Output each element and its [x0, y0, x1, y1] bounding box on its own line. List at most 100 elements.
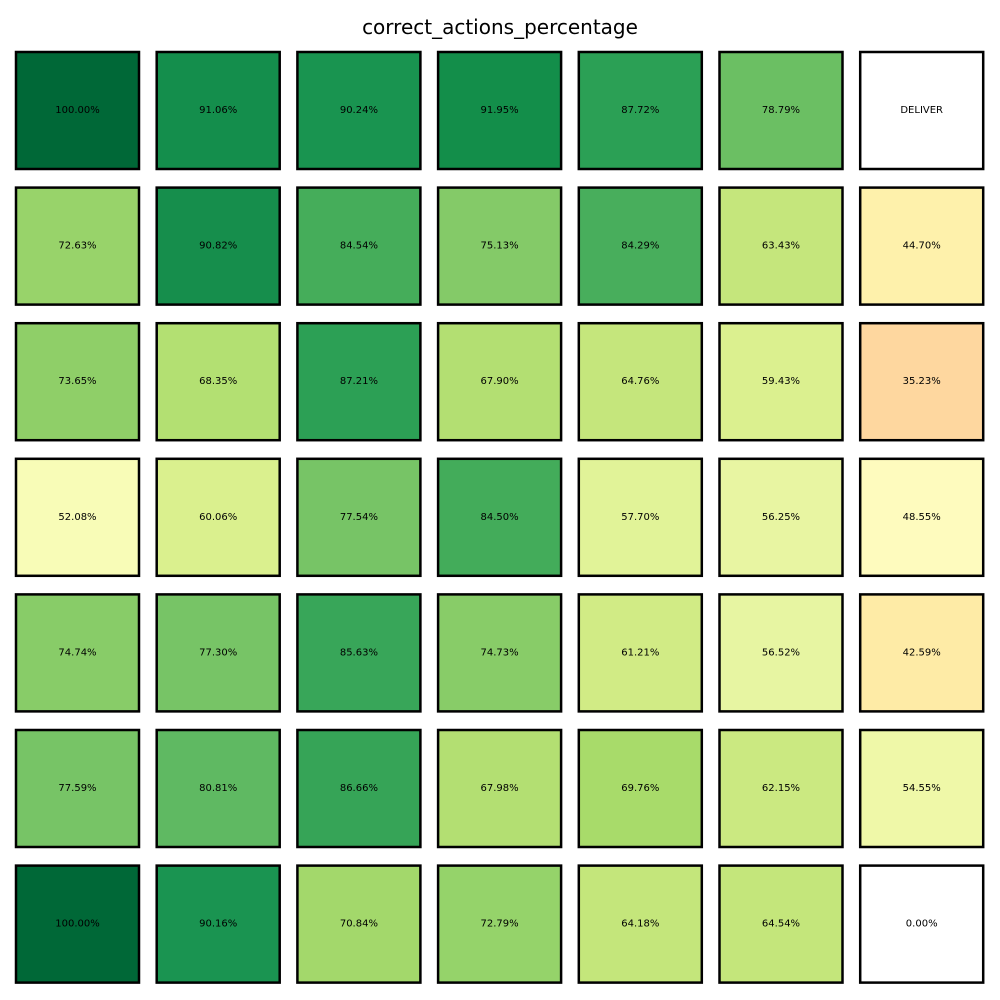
heatmap-cell-r6-c0: 100.00% [14, 864, 141, 984]
heatmap-cell-r0-c6: DELIVER [858, 50, 985, 171]
heatmap-cell-rect [718, 50, 844, 171]
heatmap-cell-label: 73.65% [58, 376, 96, 387]
heatmap-cell-rect [155, 50, 281, 171]
heatmap-cell-rect [577, 186, 704, 306]
heatmap-cell-rect [14, 50, 141, 171]
heatmap-cell-rect [296, 593, 422, 713]
heatmap-cell-label: 90.16% [199, 919, 237, 930]
heatmap-cell-label: 100.00% [55, 919, 100, 930]
heatmap-cell-label: 67.98% [481, 783, 519, 794]
heatmap-cell-rect [296, 321, 422, 442]
heatmap-cell-r1-c4: 84.29% [577, 186, 704, 306]
heatmap-cell-rect [296, 864, 422, 984]
heatmap-cell-r6-c6: 0.00% [858, 864, 985, 984]
heatmap-cell-rect [436, 321, 563, 442]
heatmap-cell-rect [14, 728, 141, 849]
heatmap-cell-r2-c0: 73.65% [14, 321, 141, 442]
heatmap-cell-label: 90.24% [340, 105, 378, 116]
heatmap-cell-r2-c3: 67.90% [436, 321, 563, 442]
heatmap-cell-label: 85.63% [340, 647, 378, 658]
heatmap-cell-rect [296, 457, 422, 578]
heatmap-cell-r2-c5: 59.43% [718, 321, 844, 442]
heatmap-cell-rect [577, 864, 704, 984]
heatmap-cell-label: 54.55% [903, 783, 941, 794]
heatmap-cell-r1-c6: 44.70% [858, 186, 985, 306]
heatmap-cell-rect [296, 50, 422, 171]
heatmap-cell-r0-c1: 91.06% [155, 50, 281, 171]
heatmap-cell-rect [155, 186, 281, 306]
heatmap-cell-rect [718, 864, 844, 984]
heatmap-cell-r1-c0: 72.63% [14, 186, 141, 306]
heatmap-cell-r2-c4: 64.76% [577, 321, 704, 442]
heatmap-cell-r0-c2: 90.24% [296, 50, 422, 171]
heatmap-cell-r4-c3: 74.73% [436, 593, 563, 713]
heatmap-cell-rect [858, 593, 985, 713]
chart-title: correct_actions_percentage [362, 15, 638, 39]
heatmap-cell-r0-c0: 100.00% [14, 50, 141, 171]
heatmap-cell-r6-c2: 70.84% [296, 864, 422, 984]
heatmap-cell-label: 59.43% [762, 376, 800, 387]
heatmap-cell-label: 74.73% [481, 647, 519, 658]
heatmap-cell-r5-c0: 77.59% [14, 728, 141, 849]
heatmap-cell-r4-c0: 74.74% [14, 593, 141, 713]
heatmap-cell-rect [858, 321, 985, 442]
heatmap-cell-label: 56.52% [762, 647, 800, 658]
heatmap-cell-rect [155, 728, 281, 849]
heatmap-cell-r3-c2: 77.54% [296, 457, 422, 578]
heatmap-cell-rect [436, 728, 563, 849]
heatmap-cell-r1-c3: 75.13% [436, 186, 563, 306]
heatmap-cell-rect [155, 457, 281, 578]
heatmap-cell-r3-c6: 48.55% [858, 457, 985, 578]
heatmap-cell-rect [858, 50, 985, 171]
heatmap-cell-r6-c3: 72.79% [436, 864, 563, 984]
heatmap-cell-rect [14, 321, 141, 442]
heatmap-cell-r0-c4: 87.72% [577, 50, 704, 171]
heatmap-cell-rect [858, 186, 985, 306]
heatmap-cell-label: 42.59% [903, 647, 941, 658]
heatmap-cell-rect [718, 321, 844, 442]
heatmap-cell-rect [436, 864, 563, 984]
heatmap-cell-label: 64.54% [762, 919, 800, 930]
heatmap-cell-r5-c6: 54.55% [858, 728, 985, 849]
heatmap-cell-label: 56.25% [762, 512, 800, 523]
heatmap-cell-label: 86.66% [340, 783, 378, 794]
heatmap-cell-r5-c1: 80.81% [155, 728, 281, 849]
heatmap-cell-rect [14, 864, 141, 984]
heatmap-cell-r6-c1: 90.16% [155, 864, 281, 984]
heatmap-cell-label: 78.79% [762, 105, 800, 116]
heatmap-cell-label: 77.54% [340, 512, 378, 523]
heatmap-cell-rect [155, 864, 281, 984]
heatmap-cell-r3-c5: 56.25% [718, 457, 844, 578]
heatmap-cell-rect [858, 457, 985, 578]
heatmap-cell-r4-c1: 77.30% [155, 593, 281, 713]
heatmap-cell-rect [14, 186, 141, 306]
heatmap-cell-r2-c6: 35.23% [858, 321, 985, 442]
heatmap-cell-rect [155, 321, 281, 442]
heatmap-cell-r1-c2: 84.54% [296, 186, 422, 306]
heatmap-cell-r5-c4: 69.76% [577, 728, 704, 849]
heatmap-cell-rect [718, 457, 844, 578]
heatmap-cell-label: 84.50% [481, 512, 519, 523]
heatmap-cell-label: 68.35% [199, 376, 237, 387]
heatmap-cell-r2-c1: 68.35% [155, 321, 281, 442]
heatmap-cell-label: 87.72% [621, 105, 659, 116]
heatmap-cell-label: 35.23% [903, 376, 941, 387]
heatmap-cell-label: 52.08% [58, 512, 96, 523]
heatmap-cell-r3-c3: 84.50% [436, 457, 563, 578]
heatmap-cell-label: 57.70% [621, 512, 659, 523]
heatmap-cell-r5-c3: 67.98% [436, 728, 563, 849]
heatmap-cell-r1-c1: 90.82% [155, 186, 281, 306]
heatmap-cell-label: 64.76% [621, 376, 659, 387]
heatmap-cell-rect [718, 728, 844, 849]
heatmap-cell-label: 77.59% [58, 783, 96, 794]
heatmap-cell-label: 62.15% [762, 783, 800, 794]
heatmap-cell-rect [436, 457, 563, 578]
heatmap-cell-rect [577, 321, 704, 442]
heatmap-cell-r6-c5: 64.54% [718, 864, 844, 984]
heatmap-cell-label: 77.30% [199, 647, 237, 658]
heatmap-cell-rect [436, 50, 563, 171]
heatmap-cell-label: 72.79% [481, 919, 519, 930]
heatmap-cell-r0-c3: 91.95% [436, 50, 563, 171]
heatmap-cell-label: 84.54% [340, 241, 378, 252]
